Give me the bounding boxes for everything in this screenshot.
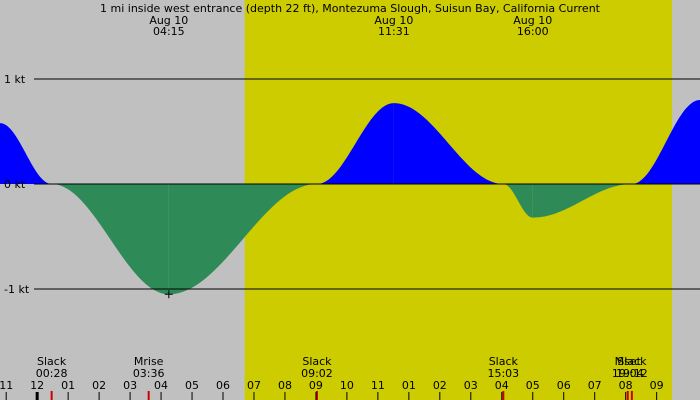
bottom-event-label: Mrise (134, 355, 164, 368)
ebb-area (51, 184, 169, 295)
top-event-time: 16:00 (517, 25, 549, 38)
hour-tick-label: 09 (309, 379, 323, 392)
chart-title: 1 mi inside west entrance (depth 22 ft),… (100, 2, 601, 15)
hour-tick-label: 04 (154, 379, 168, 392)
hour-tick-label: 11 (0, 379, 13, 392)
top-event-time: 11:31 (378, 25, 410, 38)
bottom-event-label: Slack (617, 355, 647, 368)
hour-tick-label: 01 (402, 379, 416, 392)
kt-tick-label: 1 kt (4, 73, 26, 86)
bottom-event-label: Slack (489, 355, 519, 368)
hour-tick-label: 08 (278, 379, 292, 392)
hour-tick-label: 02 (92, 379, 106, 392)
bottom-event-labels: Slack00:28Mrise03:36Slack09:02Slack15:03… (36, 355, 648, 400)
hour-tick-label: 07 (247, 379, 261, 392)
hour-tick-label: 06 (557, 379, 571, 392)
ebb-area (532, 184, 632, 218)
hour-tick-label: 01 (61, 379, 75, 392)
hour-tick-label: 02 (433, 379, 447, 392)
bottom-event-label: Mset (615, 355, 642, 368)
top-event-date: Aug 10 (149, 14, 188, 27)
top-event-date: Aug 10 (513, 14, 552, 27)
ebb-area (168, 184, 317, 295)
kt-gridlines: 1 kt 0 kt -1 kt (4, 73, 700, 296)
top-event-time: 04:15 (153, 25, 185, 38)
hour-tick-label: 10 (340, 379, 354, 392)
daylight-band (244, 0, 673, 400)
hour-axis: 11 12 01 02 03 04 05 06 07 08 09 10 11 01 02 03 04 05 06 07… (0, 379, 664, 400)
hour-tick-label: 08 (619, 379, 633, 392)
hour-tick-label: 05 (185, 379, 199, 392)
hour-tick-label: 09 (650, 379, 664, 392)
current-areas (0, 100, 700, 295)
bottom-event-time: 19:12 (616, 367, 648, 380)
max-ebb-marker (164, 290, 173, 299)
bottom-event-time: 09:02 (301, 367, 333, 380)
hour-tick-label: 11 (371, 379, 385, 392)
kt-tick-label: 0 kt (4, 178, 26, 191)
kt-tick-label: -1 kt (4, 283, 30, 296)
hour-tick-label: 05 (526, 379, 540, 392)
flood-area (631, 100, 700, 184)
flood-area (0, 123, 52, 184)
hour-tick-label: 03 (123, 379, 137, 392)
bottom-event-time: 19:04 (612, 367, 644, 380)
bottom-event-time: 03:36 (133, 367, 165, 380)
hour-tick-label: 12 (30, 379, 44, 392)
bottom-event-time: 15:03 (487, 367, 519, 380)
bottom-event-label: Slack (37, 355, 67, 368)
hour-tick-label: 06 (216, 379, 230, 392)
ebb-area (503, 184, 533, 218)
flood-area (393, 103, 504, 184)
flood-area (316, 103, 394, 184)
hour-tick-label: 04 (495, 379, 509, 392)
hour-tick-label: 03 (464, 379, 478, 392)
top-event-date: Aug 10 (374, 14, 413, 27)
bottom-event-label: Slack (302, 355, 332, 368)
hour-tick-label: 07 (588, 379, 602, 392)
bottom-event-time: 00:28 (36, 367, 68, 380)
